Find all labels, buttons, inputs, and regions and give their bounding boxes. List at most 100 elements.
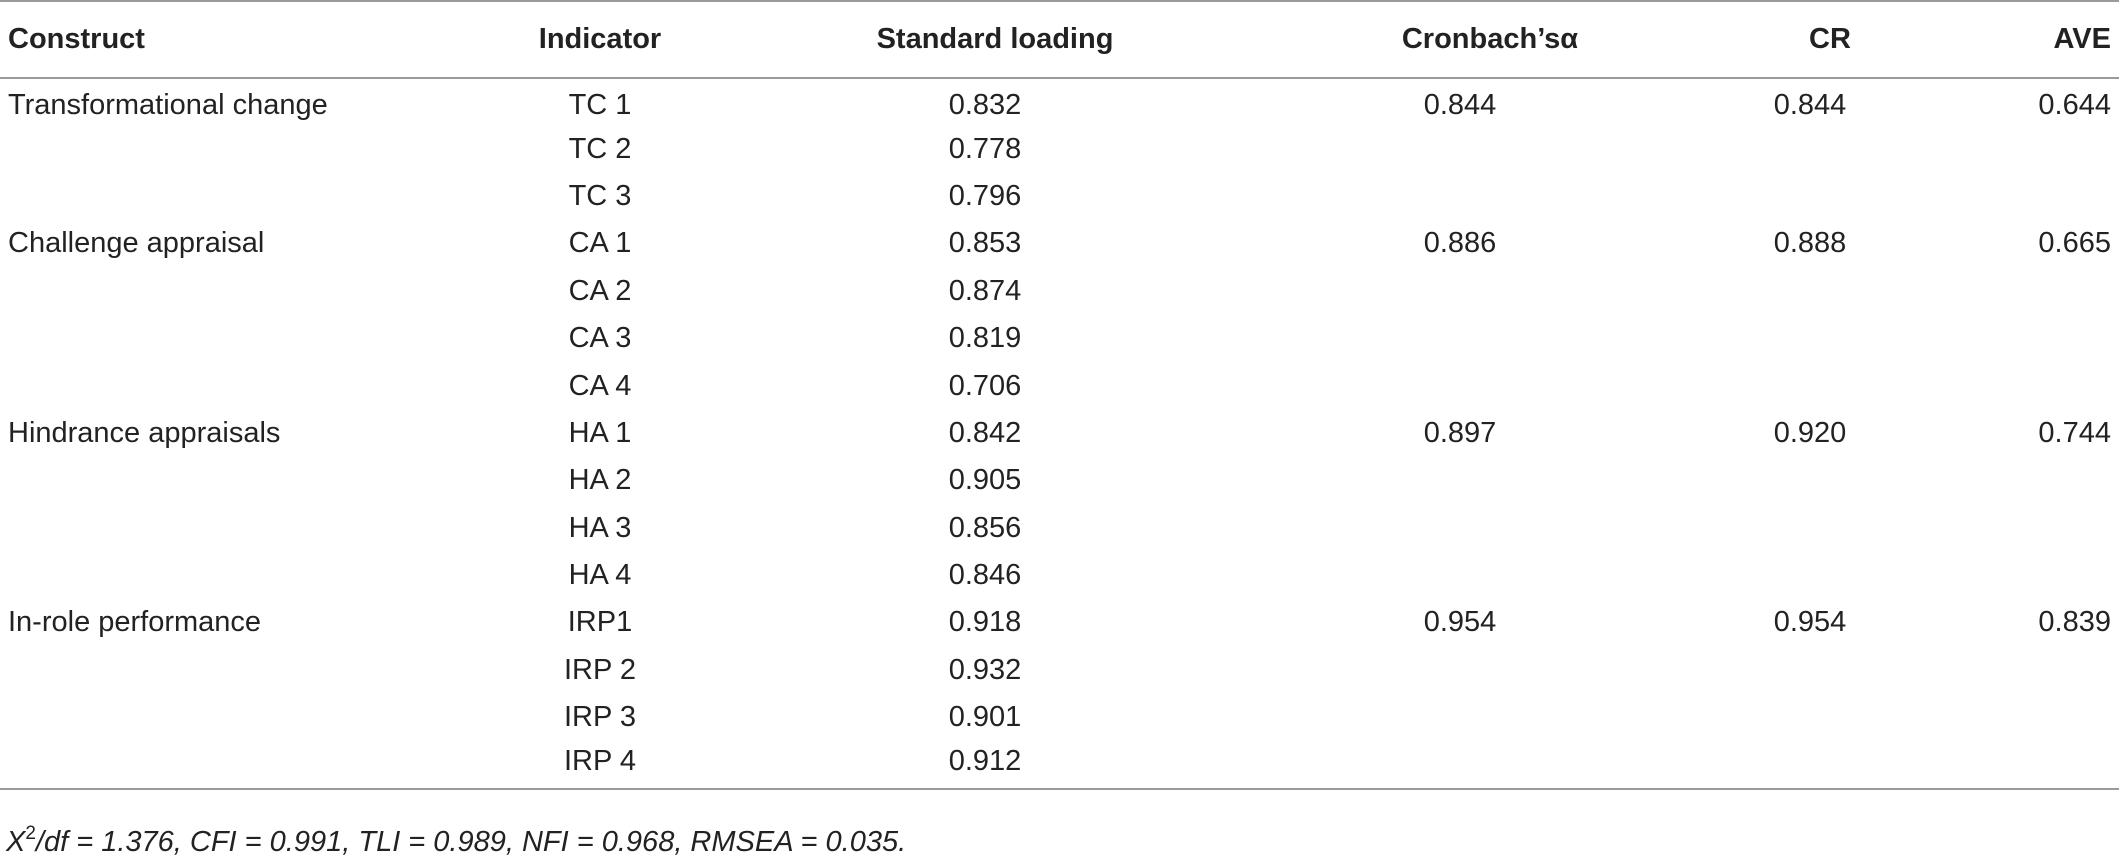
cell-cronbachs-alpha <box>1320 362 1660 409</box>
cell-standard-loading: 0.796 <box>948 179 1022 212</box>
cell-cronbachs-alpha: 0.897 <box>1423 416 1497 449</box>
footnote-superscript: 2 <box>25 823 36 844</box>
cell-standard-loading: 0.856 <box>948 511 1022 544</box>
header-cr: CR <box>1660 0 2000 79</box>
cell-cr <box>1660 315 2000 362</box>
cell-construct <box>0 315 530 362</box>
cell-cronbachs-alpha <box>1320 125 1660 172</box>
cell-cronbachs-alpha <box>1320 457 1660 504</box>
cell-construct <box>0 268 530 315</box>
cell-indicator: TC 2 <box>568 132 632 165</box>
cell-ave <box>2000 125 2119 172</box>
cell-indicator: HA 1 <box>568 416 632 449</box>
footnote-symbol: X <box>6 826 26 858</box>
cell-ave <box>2000 647 2119 694</box>
cell-cr: 0.920 <box>1773 416 1847 449</box>
cell-indicator: HA 4 <box>568 559 632 592</box>
cell-cronbachs-alpha: 0.844 <box>1423 88 1497 121</box>
table-footnote: X2/df = 1.376, CFI = 0.991, TLI = 0.989,… <box>6 823 906 859</box>
table-row: CA 2 0.874 <box>0 268 2119 315</box>
cell-cronbachs-alpha <box>1320 268 1660 315</box>
table-row: Challenge appraisal CA 1 0.853 0.886 0.888 0.… <box>0 220 2119 267</box>
cell-indicator: TC 3 <box>568 179 632 212</box>
cell-indicator: IRP 3 <box>563 701 636 734</box>
cell-cr <box>1660 457 2000 504</box>
cell-standard-loading: 0.912 <box>670 741 1320 790</box>
cell-ave: 0.839 <box>2038 606 2111 639</box>
cell-construct <box>0 552 530 599</box>
table-row: Hindrance appraisals HA 1 0.842 0.897 0.920 0… <box>0 410 2119 457</box>
measurement-model-table: Construct Indicator Standard loading Cro… <box>0 0 2119 790</box>
cell-cronbachs-alpha <box>1320 694 1660 741</box>
cell-indicator: TC 1 <box>568 88 632 121</box>
cell-construct <box>0 741 530 790</box>
cell-standard-loading: 0.778 <box>948 132 1022 165</box>
cell-indicator: HA 2 <box>568 464 632 497</box>
table-row: CA 3 0.819 <box>0 315 2119 362</box>
table-row: Transformational change TC 1 0.832 0.844 0.8… <box>0 78 2119 125</box>
header-cronbachs-alpha: Cronbach’sα <box>1320 0 1660 79</box>
cell-indicator: CA 2 <box>568 274 632 307</box>
cell-cr <box>1660 505 2000 552</box>
cell-indicator: CA 4 <box>568 369 632 402</box>
header-standard-loading: Standard loading <box>670 0 1320 79</box>
table-body: Transformational change TC 1 0.832 0.844 0.8… <box>0 78 2119 790</box>
cell-construct: Hindrance appraisals <box>8 416 281 449</box>
cell-cronbachs-alpha <box>1320 173 1660 220</box>
cell-cronbachs-alpha <box>1320 552 1660 599</box>
cell-standard-loading: 0.819 <box>948 322 1022 355</box>
table-row: HA 2 0.905 <box>0 457 2119 504</box>
cell-ave <box>2000 362 2119 409</box>
cell-indicator: HA 3 <box>568 511 632 544</box>
cell-cr: 0.844 <box>1773 88 1847 121</box>
header-indicator: Indicator <box>530 0 670 79</box>
cell-standard-loading: 0.932 <box>948 653 1022 686</box>
cell-standard-loading: 0.901 <box>948 701 1022 734</box>
cell-ave <box>2000 268 2119 315</box>
table-row: HA 4 0.846 <box>0 552 2119 599</box>
cell-ave <box>2000 741 2119 790</box>
cell-cr <box>1660 741 2000 790</box>
table-row: IRP 2 0.932 <box>0 647 2119 694</box>
cell-cr <box>1660 362 2000 409</box>
cell-construct <box>0 125 530 172</box>
cell-indicator: CA 3 <box>568 322 632 355</box>
cell-ave <box>2000 694 2119 741</box>
cell-construct <box>0 694 530 741</box>
cell-cr <box>1660 125 2000 172</box>
cell-ave <box>2000 173 2119 220</box>
cell-ave: 0.744 <box>2038 416 2111 449</box>
cell-cr: 0.888 <box>1773 227 1847 260</box>
cell-construct: Challenge appraisal <box>8 227 265 260</box>
table-row: IRP 3 0.901 <box>0 694 2119 741</box>
cell-cr <box>1660 694 2000 741</box>
footnote-text: /df = 1.376, CFI = 0.991, TLI = 0.989, N… <box>35 826 907 858</box>
cell-standard-loading: 0.905 <box>948 464 1022 497</box>
table-row: In-role performance IRP1 0.918 0.954 0.954 0.… <box>0 599 2119 646</box>
cell-construct <box>0 457 530 504</box>
cell-construct: Transformational change <box>8 88 328 121</box>
header-construct: Construct <box>0 0 530 79</box>
cell-indicator: IRP 4 <box>530 741 670 790</box>
cell-standard-loading: 0.846 <box>948 559 1022 592</box>
cell-cr <box>1660 647 2000 694</box>
cell-construct <box>0 173 530 220</box>
cell-cronbachs-alpha: 0.886 <box>1423 227 1497 260</box>
table-row: HA 3 0.856 <box>0 505 2119 552</box>
table-row: CA 4 0.706 <box>0 362 2119 409</box>
cell-standard-loading: 0.842 <box>948 416 1022 449</box>
cell-standard-loading: 0.874 <box>948 274 1022 307</box>
cell-cronbachs-alpha: 0.954 <box>1423 606 1497 639</box>
cell-standard-loading: 0.832 <box>948 88 1022 121</box>
table-row: TC 3 0.796 <box>0 173 2119 220</box>
cell-standard-loading: 0.853 <box>948 227 1022 260</box>
cell-construct <box>0 647 530 694</box>
cell-ave <box>2000 315 2119 362</box>
table-header-row: Construct Indicator Standard loading Cro… <box>0 0 2119 79</box>
cell-standard-loading: 0.706 <box>948 369 1022 402</box>
table-row: IRP 4 0.912 <box>0 741 2119 790</box>
cell-cronbachs-alpha <box>1320 741 1660 790</box>
cell-cr: 0.954 <box>1773 606 1847 639</box>
cell-ave <box>2000 552 2119 599</box>
